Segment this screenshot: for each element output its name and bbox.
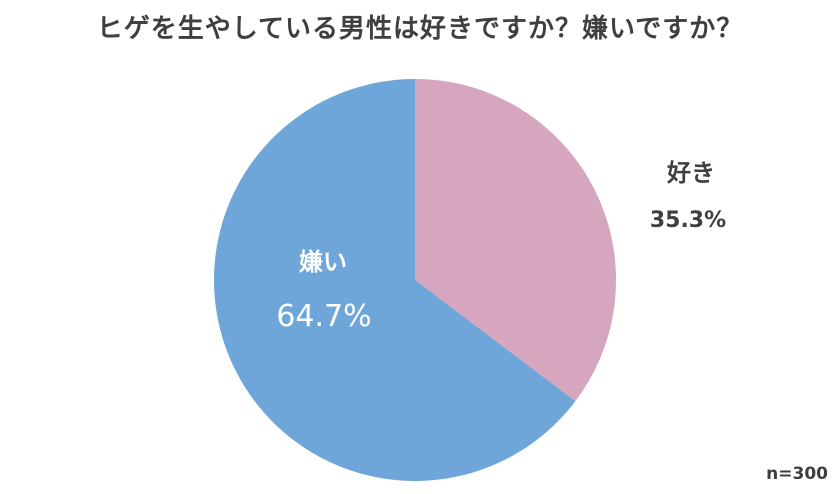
slice-percent-like: 35.3% xyxy=(650,208,726,233)
slice-label-like: 好き xyxy=(666,159,715,187)
sample-size-note: n=300 xyxy=(766,464,828,484)
slice-percent-dislike: 64.7% xyxy=(276,299,371,334)
chart-title: ヒゲを生やしている男性は好きですか？嫌いですか？ xyxy=(96,14,744,44)
slice-label-dislike: 嫌い xyxy=(299,248,347,276)
pie-slice-like xyxy=(415,79,617,402)
pie-slice-dislike xyxy=(214,79,576,482)
